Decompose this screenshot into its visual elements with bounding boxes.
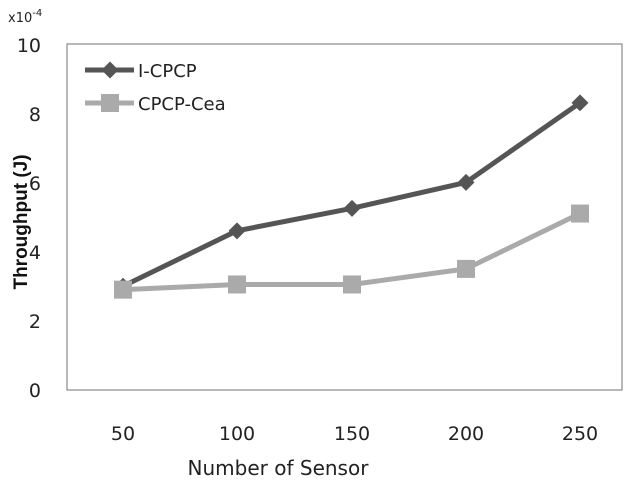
y-tick-6: 6 (29, 173, 41, 195)
x-tick-50: 50 (111, 423, 135, 445)
data-point-cpcp-cea-200 (457, 259, 475, 278)
legend-marker-i-cpcp (101, 61, 119, 79)
legend: I-CPCP CPCP-Cea (85, 61, 226, 115)
series-layer (114, 94, 589, 299)
y-axis-title: Throughput (J) (11, 154, 32, 289)
x-tick-150: 150 (334, 423, 370, 445)
y-tick-10: 10 (17, 35, 41, 57)
data-point-i-cpcp-150 (343, 199, 361, 217)
x-tick-200: 200 (448, 423, 484, 445)
x-tick-100: 100 (219, 423, 255, 445)
x-tick-250: 250 (562, 423, 598, 445)
plot-area (66, 43, 623, 391)
legend-label-i-cpcp: I-CPCP (138, 61, 197, 82)
y-tick-4: 4 (29, 242, 41, 264)
data-point-cpcp-cea-50 (114, 280, 132, 299)
y-exponent-label: x10-4 (8, 8, 42, 26)
data-point-i-cpcp-250 (571, 94, 589, 112)
data-point-cpcp-cea-250 (571, 204, 589, 223)
y-tick-2: 2 (29, 311, 41, 333)
y-tick-0: 0 (29, 380, 41, 402)
y-tick-8: 8 (29, 104, 41, 126)
legend-marker-cpcp-cea (101, 94, 119, 112)
x-axis-title: Number of Sensor (188, 456, 370, 480)
data-point-cpcp-cea-150 (343, 275, 361, 294)
legend-label-cpcp-cea: CPCP-Cea (138, 94, 226, 115)
data-point-cpcp-cea-100 (228, 275, 246, 294)
data-point-i-cpcp-200 (457, 173, 475, 191)
data-point-i-cpcp-100 (228, 222, 246, 240)
